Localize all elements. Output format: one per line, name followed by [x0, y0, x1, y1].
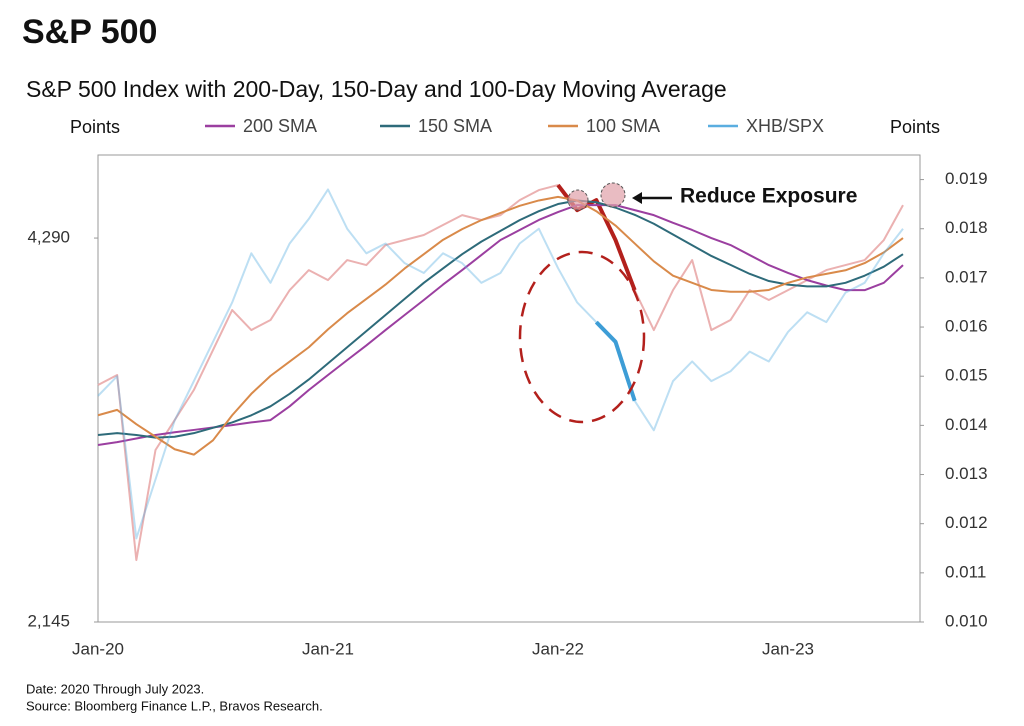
legend-label: 100 SMA [586, 116, 660, 136]
note: Date: 2020 Through July 2023. [26, 681, 204, 696]
highlight-circle [600, 182, 626, 208]
y2-tick-label: 0.011 [945, 562, 986, 581]
x-tick-label: Jan-22 [532, 639, 584, 658]
legend-label: XHB/SPX [746, 116, 824, 136]
series-line-highlight [594, 320, 637, 402]
index-line [97, 184, 904, 562]
x-tick-label: Jan-21 [302, 639, 354, 658]
y-axis-label: Points [70, 117, 120, 137]
x-tick-label: Jan-20 [72, 639, 124, 658]
legend-label: 200 SMA [243, 116, 317, 136]
y2-tick-label: 0.010 [945, 611, 988, 630]
chart-title: S&P 500 [22, 13, 157, 51]
series-line [97, 199, 904, 439]
y2-tick-label: 0.019 [945, 169, 988, 188]
x-tick-label: Jan-23 [762, 639, 814, 658]
note: Source: Bloomberg Finance L.P., Bravos R… [26, 698, 323, 713]
y2-tick-label: 0.014 [945, 415, 988, 434]
plot-frame [97, 154, 921, 623]
chart-subtitle: S&P 500 Index with 200-Day, 150-Day and … [26, 76, 727, 102]
highlight-ellipse [518, 250, 646, 424]
y2-tick-label: 0.016 [945, 317, 988, 336]
annotation: Reduce Exposure [680, 185, 857, 208]
y2-tick-label: 0.013 [945, 464, 988, 483]
y-tick-label: 2,145 [27, 611, 70, 630]
legend-label: 150 SMA [418, 116, 492, 136]
y2-tick-label: 0.012 [945, 513, 988, 532]
arrow-head [632, 192, 642, 204]
highlight-circle [567, 189, 589, 211]
y2-axis-label: Points [890, 117, 940, 137]
series-line [97, 188, 904, 540]
y2-tick-label: 0.018 [945, 218, 988, 237]
series-line [97, 195, 904, 456]
series-line [97, 204, 904, 446]
y2-tick-label: 0.017 [945, 267, 988, 286]
y-tick-label: 4,290 [27, 228, 70, 247]
y2-tick-label: 0.015 [945, 366, 988, 385]
plot-area [97, 183, 904, 562]
